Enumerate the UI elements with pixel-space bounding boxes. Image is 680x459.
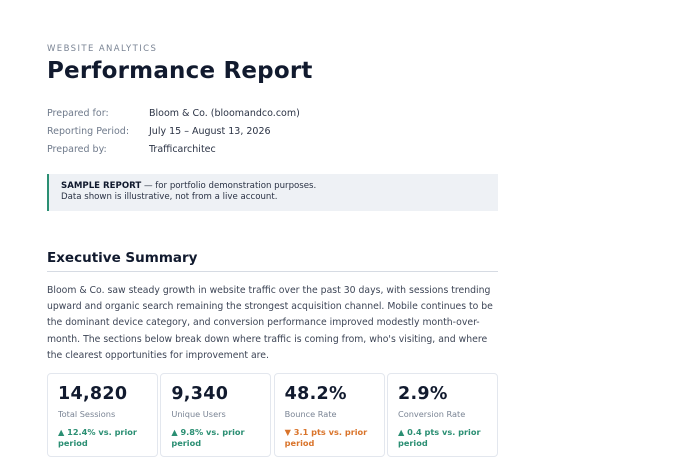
kpi-label: Total Sessions [58,409,116,419]
notice-line-1: SAMPLE REPORT — for portfolio demonstrat… [61,181,498,192]
notice-text: — for portfolio demonstration purposes. [141,181,317,191]
page-title: Performance Report [47,58,313,84]
kpi-card-unique-users: 9,340 Unique Users ▲ 9.8% vs. prior peri… [160,373,272,457]
kpi-label: Bounce Rate [284,409,337,419]
kpi-value: 14,820 [58,384,128,404]
report-meta: Prepared for: Bloom & Co. (bloomandco.co… [47,104,300,158]
report-eyebrow: WEBSITE ANALYTICS [47,44,158,54]
notice-strong: SAMPLE REPORT [61,181,142,191]
summary-paragraph: Bloom & Co. saw steady growth in website… [47,285,493,361]
kpi-value: 9,340 [171,384,229,404]
meta-row-prepared-for: Prepared for: Bloom & Co. (bloomandco.co… [47,104,300,122]
kpi-cards: 14,820 Total Sessions ▲ 12.4% vs. prior … [47,373,498,457]
meta-label: Reporting Period: [47,125,130,137]
kpi-delta: ▲ 12.4% vs. prior period [58,427,137,448]
kpi-delta: ▼ 3.1 pts vs. prior period [284,427,368,448]
meta-row-reporting-period: Reporting Period: July 15 – August 13, 2… [47,122,300,140]
kpi-card-conversion-rate: 2.9% Conversion Rate ▲ 0.4 pts vs. prior… [386,373,498,457]
kpi-value: 2.9% [397,384,448,404]
notice-line-2: Data shown is illustrative, not from a l… [61,192,278,202]
meta-row-prepared-by: Prepared by: Trafficarchitec [47,140,300,158]
meta-value: July 15 – August 13, 2026 [149,125,271,137]
sample-report-notice: SAMPLE REPORT — for portfolio demonstrat… [47,174,498,211]
meta-value: Bloom & Co. (bloomandco.com) [149,107,300,119]
kpi-label: Unique Users [171,409,226,419]
kpi-label: Conversion Rate [397,409,466,419]
kpi-card-bounce-rate: 48.2% Bounce Rate ▼ 3.1 pts vs. prior pe… [273,373,385,457]
kpi-delta: ▲ 0.4 pts vs. prior period [397,427,481,448]
meta-label: Prepared by: [47,143,107,155]
kpi-card-total-sessions: 14,820 Total Sessions ▲ 12.4% vs. prior … [47,373,158,457]
section-heading-executive-summary: Executive Summary [47,250,198,266]
meta-label: Prepared for: [47,107,109,119]
section-divider [47,271,498,272]
kpi-value: 48.2% [284,384,347,404]
kpi-delta: ▲ 9.8% vs. prior period [171,427,245,448]
meta-value: Trafficarchitec [149,143,216,155]
